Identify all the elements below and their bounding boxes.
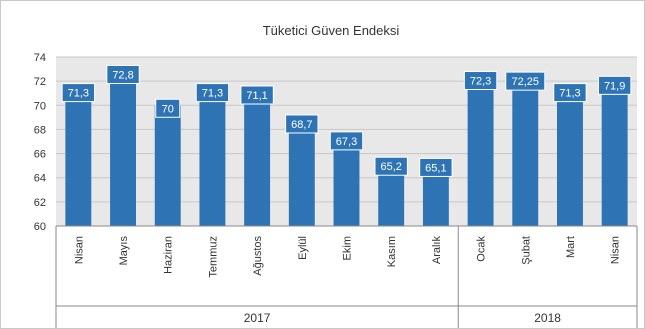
data-label: 72,25: [512, 76, 540, 88]
data-label: 71,3: [559, 88, 580, 100]
data-label-box: [329, 131, 364, 151]
group-label: 2017: [244, 311, 271, 325]
category-label: Aralık: [431, 236, 443, 265]
data-label: 68,7: [291, 119, 312, 131]
data-label-box: [240, 85, 274, 105]
bar: [110, 71, 136, 226]
data-label-box: [61, 83, 96, 103]
data-label-box: [106, 64, 140, 84]
y-tick-label: 60: [34, 221, 46, 233]
data-label-box: [597, 75, 632, 95]
y-tick-label: 66: [34, 149, 46, 161]
chart-title: Tüketici Güven Endeksi: [263, 23, 400, 38]
category-label: Temmuz: [207, 236, 219, 278]
y-tick-label: 62: [34, 197, 46, 209]
data-label: 72,3: [470, 76, 491, 88]
data-label: 67,3: [336, 136, 357, 148]
category-label: Eylül: [297, 236, 309, 260]
bar: [154, 105, 181, 226]
data-label: 71,1: [246, 90, 267, 102]
data-label: 71,9: [604, 80, 625, 92]
data-label: 70: [162, 103, 174, 115]
bar: [65, 89, 92, 226]
y-tick-label: 68: [34, 124, 46, 136]
bar: [601, 82, 628, 226]
y-tick-label: 70: [34, 100, 46, 112]
bar: [467, 77, 494, 227]
category-label: Ocak: [476, 236, 488, 262]
bar: [288, 120, 315, 226]
category-label: Mart: [565, 236, 577, 258]
data-label-box: [553, 83, 587, 103]
bar: [244, 92, 271, 226]
category-label: Ekim: [342, 236, 354, 260]
bar: [199, 89, 226, 226]
bar: [557, 89, 583, 226]
data-label-box: [155, 98, 181, 118]
y-tick-label: 72: [34, 76, 46, 88]
data-label-box: [195, 83, 230, 103]
data-label-box: [463, 71, 498, 91]
data-label: 65,1: [425, 162, 446, 174]
data-label-box: [419, 157, 453, 177]
data-label: 71,3: [68, 88, 89, 100]
category-label: Kasım: [386, 236, 398, 267]
category-label: Nisan: [73, 236, 85, 264]
category-label: Nisan: [610, 236, 622, 264]
data-label: 72,8: [112, 69, 133, 81]
y-tick-label: 74: [34, 52, 46, 64]
data-label-box: [374, 156, 408, 176]
group-label: 2018: [534, 311, 561, 325]
data-label: 71,3: [202, 88, 223, 100]
bar: [333, 137, 360, 226]
category-label: Ağustos: [252, 236, 264, 276]
category-label: Haziran: [163, 236, 175, 274]
data-label-box: [505, 71, 546, 91]
data-label-box: [285, 114, 319, 134]
y-tick-label: 64: [34, 173, 46, 185]
category-label: Mayıs: [118, 236, 130, 266]
bar: [512, 78, 539, 226]
category-label: Şubat: [520, 236, 532, 265]
data-label: 65,2: [380, 161, 401, 173]
